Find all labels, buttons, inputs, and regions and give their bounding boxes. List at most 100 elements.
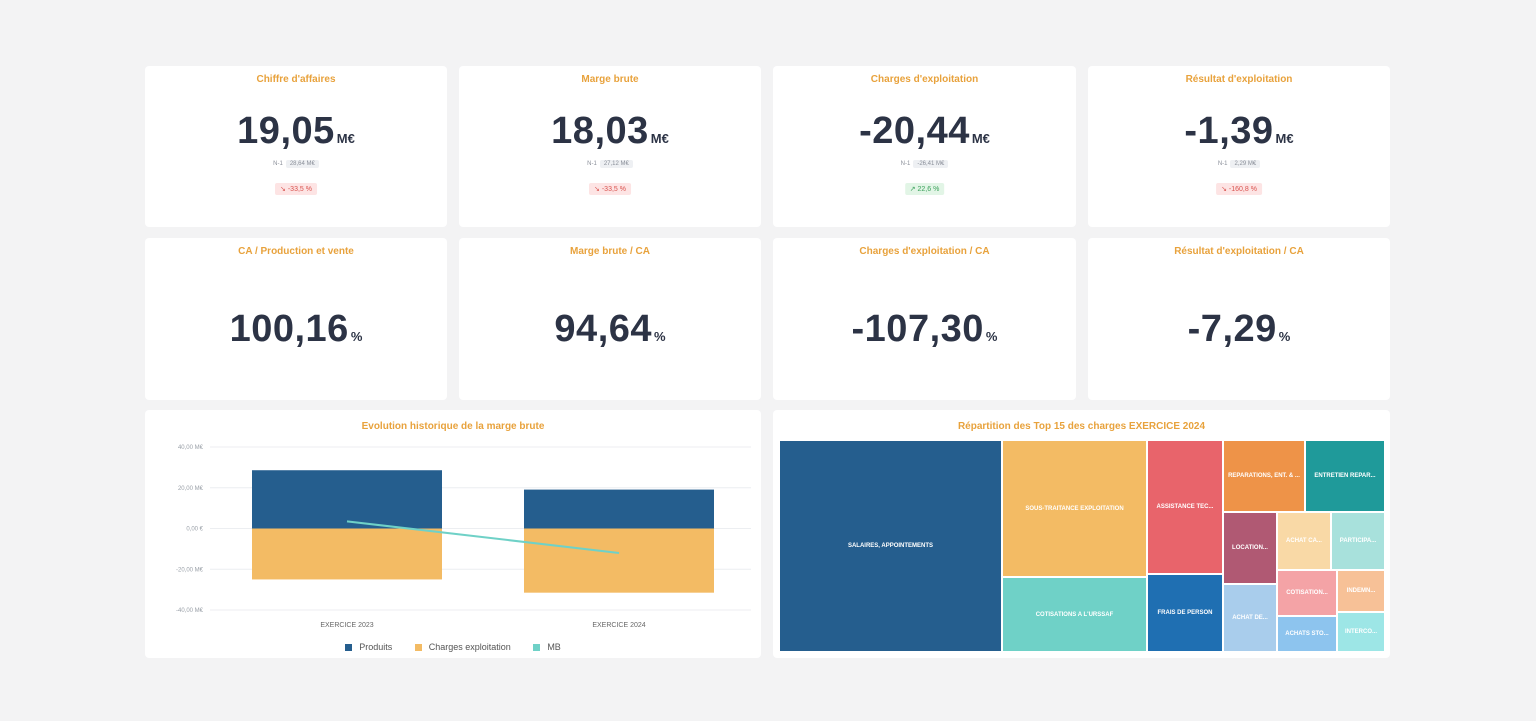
treemap-cell[interactable]: ENTRETIEN REPAR... bbox=[1306, 441, 1384, 511]
y-tick-label: -40,00 M€ bbox=[176, 608, 204, 614]
kpi-card-chiffre-affaires: Chiffre d'affaires 19,05 M€ N-1 28,64 M€ ↘… bbox=[145, 66, 447, 227]
treemap-cell[interactable]: REPARATIONS, ENT. & ... bbox=[1224, 441, 1304, 511]
treemap-cell-label: SALAIRES, APPOINTEMENTS bbox=[847, 543, 934, 549]
treemap-cell[interactable]: ASSISTANCE TEC... bbox=[1148, 441, 1222, 573]
treemap-cell-label: COTISATIONS A L'URSSAF bbox=[1035, 611, 1114, 618]
kpi-card-marge-brute: Marge brute 18,03 M€ N-1 27,12 M€ ↘ -33,5 … bbox=[459, 66, 761, 227]
kpi-title: Chiffre d'affaires bbox=[256, 74, 336, 85]
kpi-variation-badge: ↗ 22,6 % bbox=[904, 183, 945, 195]
kpi-prev-label: N-1 bbox=[587, 161, 597, 167]
bar-produits bbox=[524, 489, 714, 529]
ratio-value: -7,29 bbox=[1187, 308, 1277, 350]
treemap-cell-label: COTISATION... bbox=[1286, 590, 1328, 596]
bar-charges bbox=[524, 528, 714, 593]
ratio-card-resultat-ca: Résultat d'exploitation / CA -7,29% bbox=[1088, 238, 1390, 400]
treemap-cell-label: FRAIS DE PERSON bbox=[1157, 610, 1213, 616]
kpi-value: 18,03 bbox=[551, 110, 649, 152]
kpi-card-charges-exploitation: Charges d'exploitation -20,44 M€ N-1 -26,4… bbox=[773, 66, 1076, 227]
treemap-cell[interactable]: COTISATION... bbox=[1278, 571, 1336, 615]
chart-legend: Produits Charges exploitation MB bbox=[145, 642, 761, 652]
treemap-cell[interactable]: SOUS-TRAITANCE EXPLOITATION bbox=[1003, 441, 1146, 576]
treemap-cell-label: SOUS-TRAITANCE EXPLOITATION bbox=[1025, 505, 1124, 512]
kpi-card-resultat-exploitation: Résultat d'exploitation -1,39 M€ N-1 2,29 … bbox=[1088, 66, 1390, 227]
x-tick-label: EXERCICE 2024 bbox=[592, 622, 645, 629]
kpi-variation-badge: ↘ -160,8 % bbox=[1216, 183, 1262, 195]
legend-label: Produits bbox=[359, 642, 393, 652]
ratio-unit: % bbox=[985, 329, 998, 344]
treemap-cell-label: LOCATION... bbox=[1232, 545, 1268, 551]
treemap-cell-label: REPARATIONS, ENT. & ... bbox=[1228, 473, 1300, 479]
legend-swatch bbox=[414, 644, 422, 652]
bar-produits bbox=[252, 470, 442, 529]
chart-title: Evolution historique de la marge brute bbox=[361, 421, 545, 432]
kpi-prev-label: N-1 bbox=[1217, 161, 1228, 167]
kpi-prev-value: -26,41 M€ bbox=[913, 160, 949, 168]
treemap-cell[interactable]: SALAIRES, APPOINTEMENTS bbox=[780, 441, 1001, 651]
kpi-prev-label: N-1 bbox=[900, 161, 911, 167]
chart-card-marge-brute-history: Evolution historique de la marge brute 4… bbox=[145, 410, 761, 658]
chart-card-top-charges-treemap: Répartition des Top 15 des charges EXERC… bbox=[773, 410, 1390, 658]
legend-label: Charges exploitation bbox=[428, 642, 511, 652]
treemap-cell[interactable]: ACHAT DE... bbox=[1224, 585, 1276, 651]
ratio-title: Charges d'exploitation / CA bbox=[859, 246, 990, 257]
treemap-cell-label: INDEMN... bbox=[1346, 588, 1376, 594]
kpi-value: -1,39 bbox=[1184, 110, 1274, 152]
kpi-unit: M€ bbox=[1275, 131, 1294, 146]
kpi-title: Marge brute bbox=[581, 74, 639, 85]
line-mb bbox=[346, 520, 620, 554]
treemap-cell-label: INTERCO... bbox=[1344, 629, 1377, 635]
ratio-card-charges-ca: Charges d'exploitation / CA -107,30% bbox=[773, 238, 1076, 400]
ratio-title: Marge brute / CA bbox=[569, 246, 650, 257]
treemap-cell[interactable]: INDEMN... bbox=[1338, 571, 1384, 611]
bar-charges bbox=[252, 528, 442, 580]
kpi-value: -20,44 bbox=[859, 110, 970, 152]
ratio-unit: % bbox=[654, 329, 666, 344]
ratio-value: 100,16 bbox=[229, 308, 349, 350]
y-tick-label: 0,00 € bbox=[186, 527, 203, 533]
treemap-cell-label: ACHATS STO... bbox=[1285, 631, 1329, 637]
treemap-cell[interactable]: ACHATS STO... bbox=[1278, 617, 1336, 651]
treemap-cell-label: ENTRETIEN REPAR... bbox=[1314, 473, 1376, 479]
kpi-title: Résultat d'exploitation bbox=[1185, 74, 1293, 85]
treemap-cell[interactable]: LOCATION... bbox=[1224, 513, 1276, 583]
treemap-cell[interactable]: COTISATIONS A L'URSSAF bbox=[1003, 578, 1146, 651]
kpi-prev-value: 27,12 M€ bbox=[599, 160, 633, 168]
treemap-cell[interactable]: INTERCO... bbox=[1338, 613, 1384, 651]
treemap-cell-label: PARTICIPA... bbox=[1339, 538, 1377, 544]
legend-swatch bbox=[345, 644, 353, 652]
treemap-cell[interactable]: ACHAT CA... bbox=[1278, 513, 1330, 569]
kpi-unit: M€ bbox=[971, 131, 990, 146]
legend-item-charges[interactable]: Charges exploitation bbox=[414, 642, 511, 652]
treemap-cell[interactable]: PARTICIPA... bbox=[1332, 513, 1384, 569]
kpi-variation-badge: ↘ -33,5 % bbox=[589, 183, 631, 195]
chart-title: Répartition des Top 15 des charges EXERC… bbox=[957, 421, 1206, 432]
bar-chart: 40,00 M€ 20,00 M€ 0,00 € -20,00 M€ -40,00 M€… bbox=[176, 445, 751, 629]
kpi-prev-value: 28,64 M€ bbox=[285, 160, 319, 168]
kpi-prev-value: 2,29 M€ bbox=[1230, 160, 1261, 168]
legend-item-mb[interactable]: MB bbox=[533, 642, 561, 652]
ratio-value: -107,30 bbox=[851, 308, 984, 350]
ratio-unit: % bbox=[1278, 329, 1291, 344]
ratio-title: Résultat d'exploitation / CA bbox=[1174, 246, 1304, 257]
y-tick-label: 20,00 M€ bbox=[178, 486, 204, 492]
legend-item-produits[interactable]: Produits bbox=[345, 642, 392, 652]
legend-label: MB bbox=[547, 642, 561, 652]
kpi-prev-label: N-1 bbox=[273, 161, 283, 167]
kpi-variation-badge: ↘ -33,5 % bbox=[275, 183, 317, 195]
treemap-cell-label: ASSISTANCE TEC... bbox=[1156, 504, 1214, 510]
ratio-title: CA / Production et vente bbox=[238, 246, 354, 257]
ratio-card-ca-production: CA / Production et vente 100,16% bbox=[145, 238, 447, 400]
kpi-value: 19,05 bbox=[237, 110, 335, 152]
ratio-value: 94,64 bbox=[554, 308, 653, 350]
legend-swatch bbox=[533, 644, 541, 652]
y-tick-label: 40,00 M€ bbox=[178, 445, 204, 451]
kpi-unit: M€ bbox=[650, 131, 669, 146]
treemap-cell-label: ACHAT CA... bbox=[1286, 538, 1322, 544]
treemap-cell-label: ACHAT DE... bbox=[1232, 615, 1268, 621]
ratio-card-marge-brute-ca: Marge brute / CA 94,64% bbox=[459, 238, 761, 400]
ratio-unit: % bbox=[350, 329, 363, 344]
y-tick-label: -20,00 M€ bbox=[176, 567, 204, 573]
treemap-cell[interactable]: FRAIS DE PERSON bbox=[1148, 575, 1222, 651]
kpi-title: Charges d'exploitation bbox=[870, 74, 979, 85]
kpi-unit: M€ bbox=[336, 131, 355, 146]
